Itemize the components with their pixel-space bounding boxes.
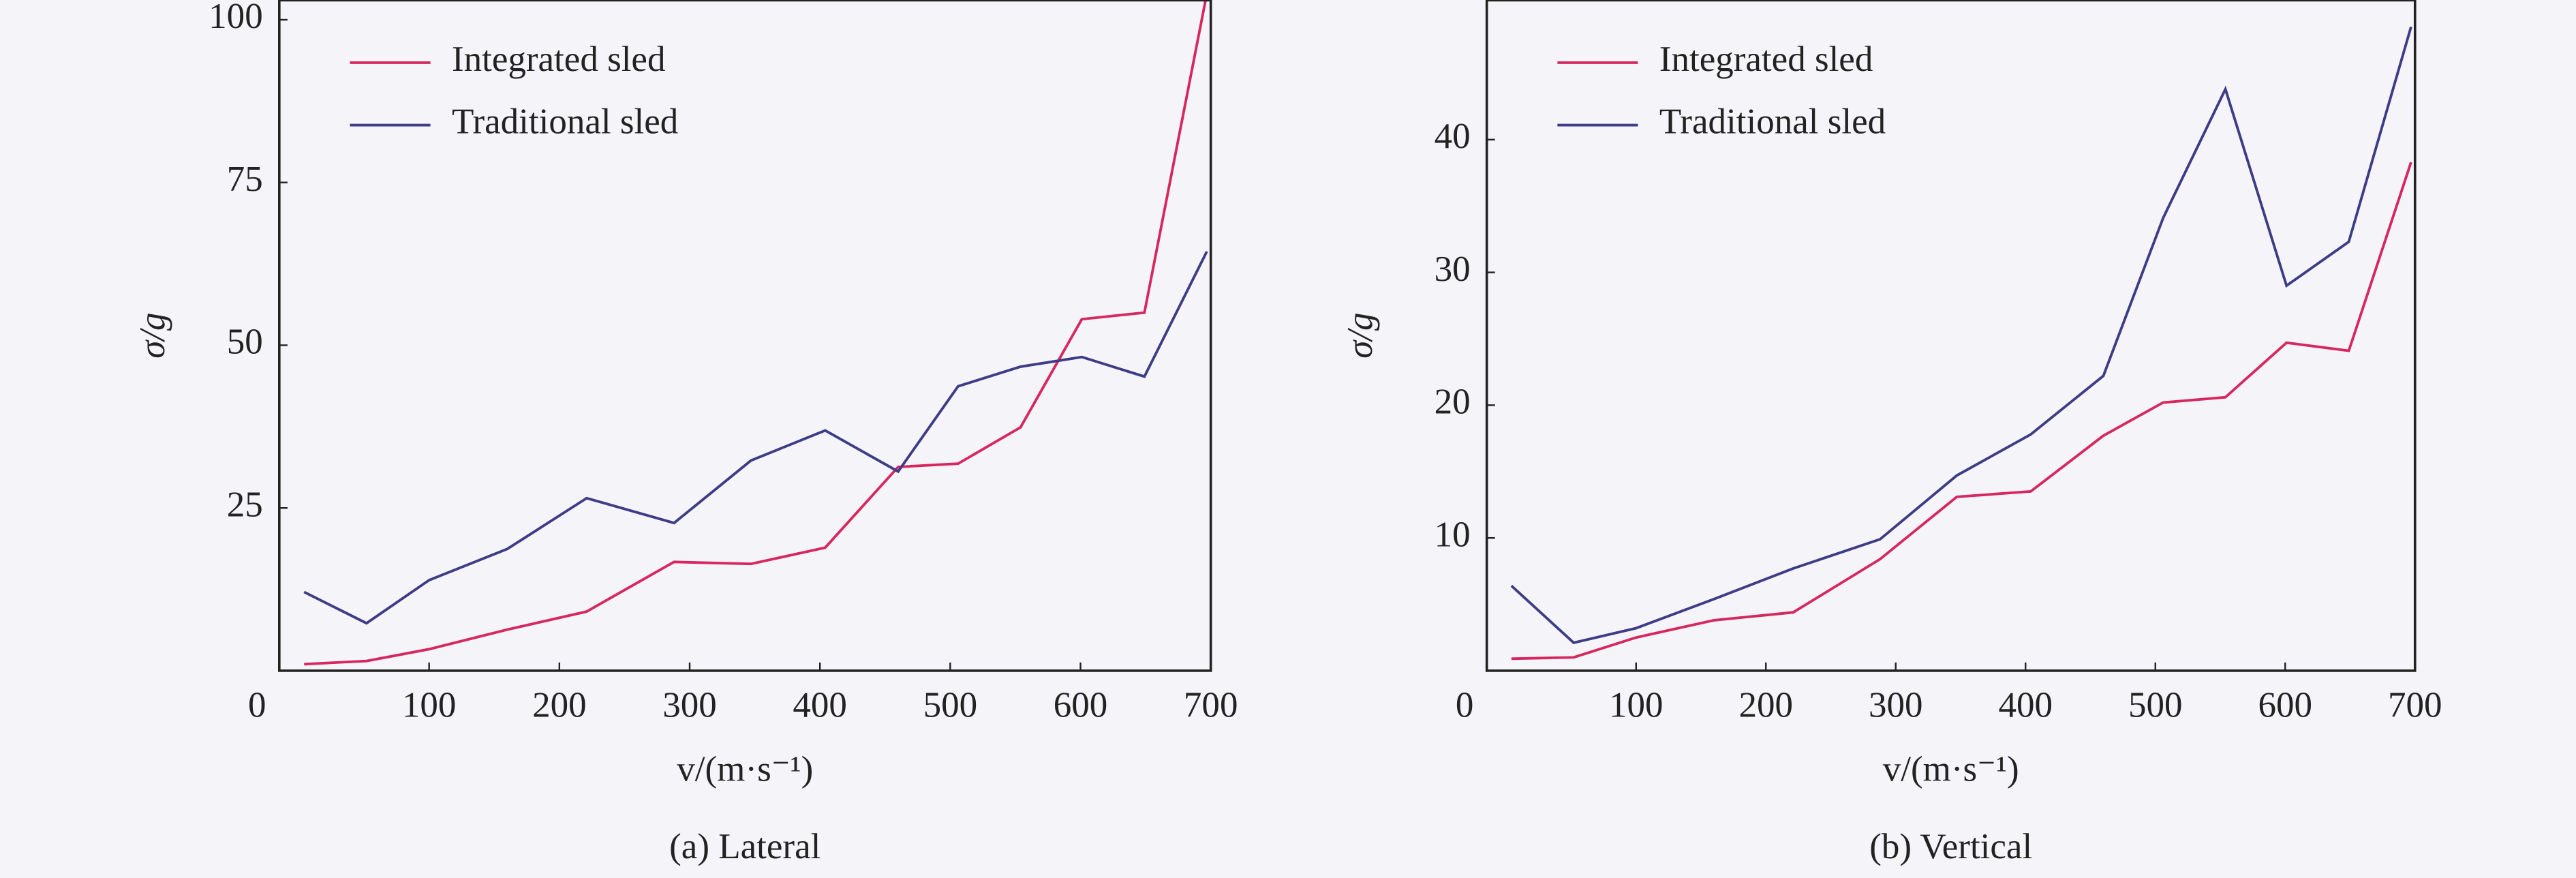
x-axis-label: v/(m·s⁻¹) (677, 750, 813, 789)
legend-label: Traditional sled (1659, 102, 1886, 142)
series-line (304, 0, 1207, 666)
x-tick-label: 300 (662, 686, 717, 725)
y-tick-label: 30 (1435, 249, 1471, 289)
x-axis-label: v/(m·s⁻¹) (1883, 750, 2019, 789)
x-tick-label: 700 (2388, 686, 2442, 725)
x-tick-label: 200 (532, 686, 587, 725)
y-tick-label: 100 (209, 0, 263, 36)
x-tick-label: 600 (1054, 686, 1108, 725)
series-line (303, 251, 1208, 625)
x-tick-label: 600 (2258, 686, 2312, 725)
y-tick-label: 0 (248, 686, 266, 725)
x-tick-label: 400 (793, 686, 847, 725)
x-tick-label: 200 (1738, 686, 1793, 725)
plot-frame (278, 0, 1212, 672)
x-tick-label: 100 (402, 686, 457, 725)
series-line (1511, 162, 2412, 661)
legend-label: Integrated sled (1659, 40, 1873, 79)
y-tick-label: 0 (1456, 686, 1474, 725)
x-tick-label: 700 (1184, 686, 1238, 725)
legend-label: Traditional sled (452, 102, 678, 142)
y-tick-label: 20 (1435, 382, 1471, 422)
x-tick-label: 500 (2128, 686, 2183, 725)
chart-title: (a) Lateral (669, 827, 821, 866)
x-tick-label: 100 (1609, 686, 1663, 725)
legend-label: Integrated sled (452, 40, 666, 79)
y-axis-label: σ/g (133, 312, 172, 358)
y-tick-label: 75 (227, 160, 263, 199)
chart: 0 25 50 75 100 100 200 300 400 500 600 700 Integrate… (133, 0, 1238, 866)
x-tick-label: 400 (1998, 686, 2053, 725)
series-line (1510, 26, 2412, 645)
x-tick-label: 300 (1869, 686, 1923, 725)
chart: 0 10 20 30 40 100 200 300 400 500 600 700 Integrated… (1340, 0, 2442, 866)
chart-title: (b) Vertical (1869, 827, 2032, 866)
y-tick-label: 10 (1435, 515, 1471, 554)
y-axis-label: σ/g (1340, 312, 1380, 358)
y-tick-label: 25 (227, 485, 263, 524)
y-tick-label: 50 (227, 322, 263, 362)
x-tick-label: 500 (923, 686, 978, 725)
plot-frame (1485, 0, 2417, 672)
y-tick-label: 40 (1435, 117, 1471, 156)
